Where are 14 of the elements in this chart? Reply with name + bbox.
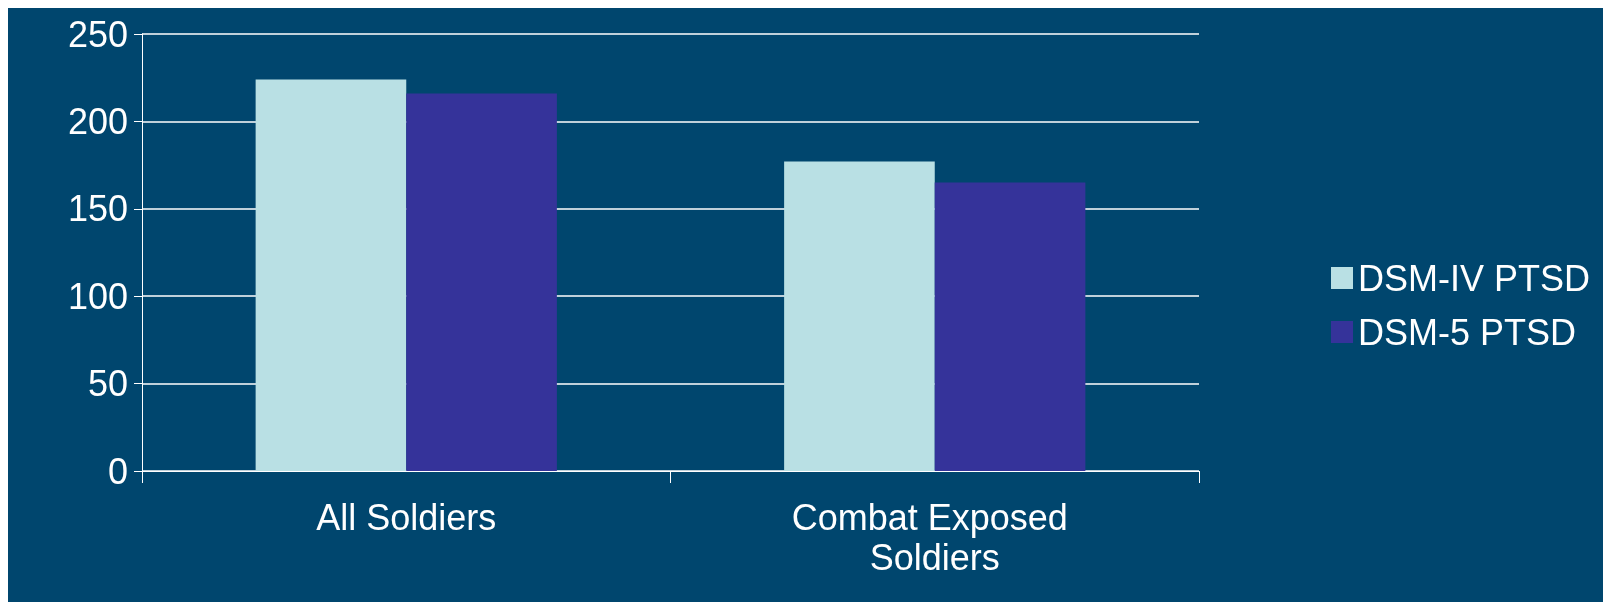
y-tick-label: 150	[67, 188, 128, 230]
bar	[784, 161, 935, 471]
bar	[406, 93, 557, 471]
y-tick-label: 200	[67, 100, 128, 142]
legend-label: DSM-IV PTSD	[1357, 257, 1590, 299]
bar	[255, 79, 407, 471]
x-tick-label: All Soldiers	[316, 496, 497, 538]
y-tick-label: 50	[87, 363, 128, 405]
y-tick-label: 0	[107, 450, 128, 492]
bar	[934, 182, 1086, 471]
y-tick-label: 100	[67, 275, 128, 317]
legend-label: DSM-5 PTSD	[1357, 311, 1577, 353]
y-tick-label: 250	[67, 13, 128, 55]
x-tick-label: Combat Exposed Soldiers	[791, 496, 1078, 578]
